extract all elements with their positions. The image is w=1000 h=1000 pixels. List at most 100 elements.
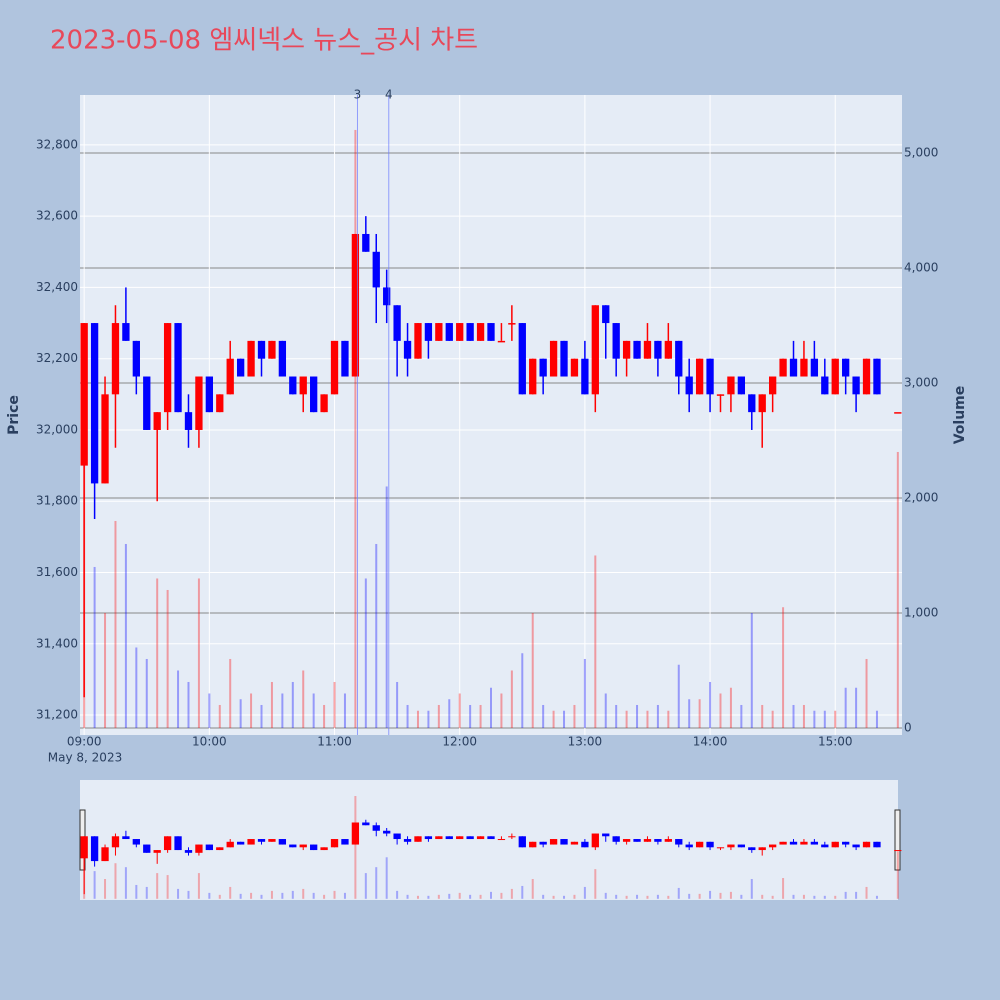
slider-volume-bar xyxy=(291,890,294,899)
candle-body xyxy=(894,412,902,414)
slider-candle-body xyxy=(581,841,589,848)
slider-volume-bar xyxy=(323,894,326,899)
candle-body xyxy=(758,394,766,413)
slider-volume-bar xyxy=(114,863,117,899)
x-tick-label: 12:00 xyxy=(442,735,477,749)
volume-bar xyxy=(729,687,732,728)
slider-candle-body xyxy=(549,839,558,845)
candle-body xyxy=(257,340,266,359)
volume-bar xyxy=(208,693,211,728)
candle-body xyxy=(831,358,839,395)
slider-volume-bar xyxy=(343,892,346,899)
slider-candle-body xyxy=(894,850,902,852)
slider-volume-bar xyxy=(135,884,138,899)
volume-bar xyxy=(364,578,367,728)
candle-body xyxy=(643,340,652,359)
y-tick-label: 32,400 xyxy=(36,280,78,294)
slider-candle-body xyxy=(643,839,652,842)
slider-volume-bar xyxy=(166,875,169,899)
slider-volume-bar xyxy=(416,895,419,899)
slider-candle-body xyxy=(278,839,287,845)
candle-body xyxy=(654,340,662,359)
candle-body xyxy=(768,376,777,395)
candle-body xyxy=(539,358,547,377)
slider-volume-bar xyxy=(677,887,680,899)
slider-candle-body xyxy=(153,850,161,853)
volume-bar xyxy=(427,710,430,728)
slider-candle-body xyxy=(810,841,819,845)
volume-bar xyxy=(124,543,127,728)
slider-candle-body xyxy=(424,836,433,840)
x-date-label: May 8, 2023 xyxy=(48,751,122,765)
volume-bar xyxy=(375,543,378,728)
candle-body xyxy=(205,376,214,413)
slider-candle-body xyxy=(466,836,474,840)
volume-bar xyxy=(114,520,117,728)
slider-volume-bar xyxy=(312,892,315,899)
volume-bar xyxy=(698,699,701,728)
candle-body xyxy=(330,340,339,395)
slider-candle-body xyxy=(539,841,547,845)
candle-body xyxy=(549,340,558,377)
y2-tick-label: 0 xyxy=(904,720,912,734)
slider-volume-bar xyxy=(855,891,858,899)
slider-volume-bar xyxy=(709,890,712,899)
slider-candle-body xyxy=(351,822,360,845)
candle-body xyxy=(716,394,725,396)
slider-volume-bar xyxy=(124,867,127,899)
candle-body xyxy=(581,358,589,395)
candle-body xyxy=(226,358,234,395)
candle-body xyxy=(424,323,433,341)
volume-bar xyxy=(709,681,712,728)
slider-candle-body xyxy=(257,839,266,842)
volume-bar xyxy=(594,555,597,728)
candle-body xyxy=(456,323,464,341)
candle-body xyxy=(414,323,422,359)
candle-body xyxy=(508,323,516,325)
volume-bar xyxy=(761,704,764,728)
slider-candle-body xyxy=(289,844,297,848)
slider-candle-body xyxy=(393,833,401,840)
candle-body xyxy=(497,340,506,343)
volume-bar xyxy=(677,664,680,728)
slider-candle-body xyxy=(184,850,193,853)
volume-bar xyxy=(750,612,753,728)
candle-body xyxy=(111,323,120,395)
slider-candle-body xyxy=(487,836,495,840)
candle-body xyxy=(184,412,193,430)
candle-body xyxy=(80,323,88,466)
y-axis-title: Price xyxy=(6,395,22,435)
volume-bar xyxy=(896,451,899,728)
slider-volume-bar xyxy=(239,893,242,899)
candle-body xyxy=(842,358,850,377)
slider-candle-body xyxy=(602,833,610,837)
slider-candle-body xyxy=(560,839,568,845)
slider-volume-bar xyxy=(604,892,607,899)
x-tick-label: 14:00 xyxy=(693,735,728,749)
candle-body xyxy=(445,323,453,341)
candle-body xyxy=(862,358,871,395)
candle-body xyxy=(664,340,672,359)
slider-volume-bar xyxy=(729,891,732,899)
slider-candle-body xyxy=(675,839,683,845)
slider-candle-body xyxy=(497,839,506,841)
candle-body xyxy=(706,358,714,395)
volume-bar xyxy=(218,704,221,728)
slider-volume-bar xyxy=(844,891,847,899)
volume-bar xyxy=(312,693,315,728)
slider-volume-bar xyxy=(448,893,451,899)
y2-axis-title: Volume xyxy=(952,386,968,445)
range-handle-right[interactable] xyxy=(894,809,901,871)
slider-candle-body xyxy=(299,844,307,848)
volume-bar xyxy=(479,704,482,728)
slider-volume-bar xyxy=(229,886,232,899)
x-tick-label: 10:00 xyxy=(192,735,227,749)
slider-volume-bar xyxy=(583,886,586,899)
range-slider[interactable] xyxy=(80,780,898,900)
volume-bar xyxy=(615,704,618,728)
slider-volume-bar xyxy=(521,885,524,899)
slider-volume-bar xyxy=(333,890,336,899)
volume-bar xyxy=(604,693,607,728)
volume-bar xyxy=(239,699,242,728)
slider-candle-body xyxy=(403,839,412,842)
